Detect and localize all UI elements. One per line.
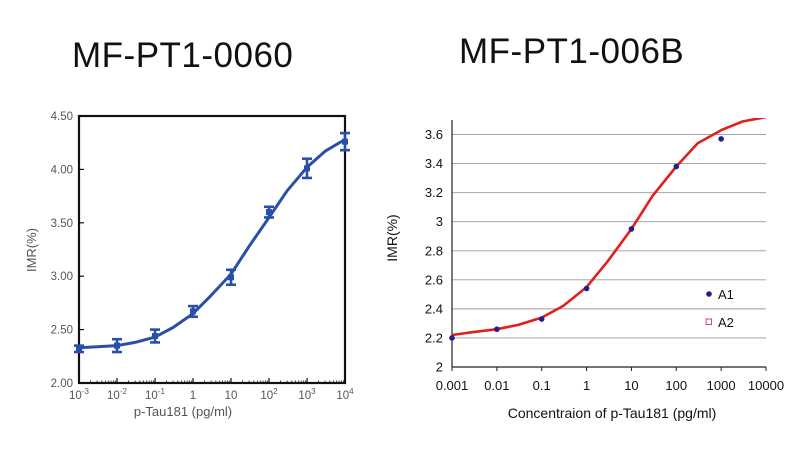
chart-2-x-tick-label: 10000 — [748, 378, 784, 393]
chart-2-y-tick-label: 2.6 — [425, 272, 443, 287]
chart-2-y-axis-label: IMR(%) — [384, 214, 400, 261]
chart-1-fit-line — [78, 138, 346, 350]
chart-2-y-tick-label: 3.6 — [425, 127, 443, 142]
chart-2-data-point-a1 — [673, 163, 680, 170]
chart-2-x-tick-label: 1 — [583, 378, 590, 393]
chart-2-x-axis-label: Concentraion of p-Tau181 (pg/ml) — [508, 405, 717, 421]
chart-1-y-tick-label: 2.00 — [51, 378, 73, 390]
chart-2-title: MF-PT1-006B — [459, 32, 685, 71]
chart-1-y-tick-label: 2.50 — [51, 325, 73, 337]
chart-1-x-tick-label: 10-3 — [69, 387, 89, 402]
chart-1-data-point — [304, 165, 310, 172]
chart-1-data-point — [152, 333, 158, 340]
chart-2-data-point-a1 — [449, 335, 455, 341]
chart-2-legend-marker-a2 — [705, 318, 712, 325]
chart-1-x-tick-label: 10 — [225, 390, 238, 402]
chart-2-y-tick-label: 2.2 — [425, 330, 443, 345]
chart-1-data-point — [114, 342, 120, 349]
chart-1-y-tick-label: 4.50 — [51, 111, 73, 123]
chart-1-y-tick-label: 3.00 — [51, 271, 73, 283]
chart-1-plot-frame — [77, 114, 347, 385]
chart-1-title: MF-PT1-0060 — [72, 36, 294, 75]
chart-1-data-point — [190, 308, 196, 315]
chart-1-x-axis-label: p-Tau181 (pg/ml) — [134, 404, 232, 419]
chart-1-x-tick-label: 1 — [190, 390, 196, 402]
chart-1-y-axis-label: IMR(%) — [24, 228, 39, 272]
chart-2-fit-line — [452, 118, 766, 337]
chart-2-data-point-a1 — [538, 316, 545, 322]
chart-2: 2 2.2 2.4 2.6 2.8 3 3.2 3.4 3.6 0.001 0.01 0.1 1 10 10… — [384, 118, 784, 421]
chart-2-x-tick-label: 1000 — [707, 378, 736, 393]
chart-1-x-tick-label: 104 — [336, 387, 354, 402]
chart-1-data-point — [228, 274, 234, 281]
chart-1-y-tick-label: 4.00 — [51, 164, 73, 176]
chart-2-y-tick-label: 2 — [436, 360, 443, 375]
chart-1-y-tick-label: 3.50 — [51, 218, 73, 230]
chart-1-x-tick-label: 10-2 — [107, 387, 127, 402]
chart-2-x-tick-label: 0.01 — [484, 378, 509, 393]
chart-2-data-point-a1 — [583, 285, 590, 292]
chart-2-data-point-a1 — [494, 326, 500, 333]
chart-1-data-point — [342, 138, 348, 145]
chart-2-x-tick-label: 10 — [624, 378, 638, 393]
chart-1-x-tick-label: 103 — [298, 387, 316, 402]
chart-2-legend-label-a2: A2 — [718, 315, 734, 330]
chart-2-legend-marker-a1 — [706, 291, 712, 297]
chart-2-x-tick-label: 100 — [665, 378, 687, 393]
chart-1-x-tick-label: 10-1 — [145, 387, 165, 402]
chart-2-data-point-a1 — [718, 136, 724, 142]
chart-2-x-tick-label: 0.001 — [436, 378, 469, 393]
chart-1-data-point — [266, 209, 272, 216]
chart-1-data-point — [76, 345, 82, 352]
chart-2-data-point-a1 — [628, 226, 635, 232]
chart-2-y-tick-label: 2.4 — [425, 301, 443, 316]
chart-1-x-tick-label: 102 — [260, 387, 278, 402]
chart-2-y-tick-label: 3.2 — [425, 185, 443, 200]
chart-2-y-tick-label: 2.8 — [425, 243, 443, 258]
chart-2-y-tick-label: 3 — [436, 214, 443, 229]
chart-1: 2.00 2.50 3.00 3.50 4.00 4.50 10-3 10-2 10-1 1 10 1… — [24, 111, 354, 419]
chart-2-x-tick-label: 0.1 — [533, 378, 551, 393]
chart-2-legend-label-a1: A1 — [718, 287, 734, 302]
chart-2-y-tick-label: 3.4 — [425, 156, 443, 171]
